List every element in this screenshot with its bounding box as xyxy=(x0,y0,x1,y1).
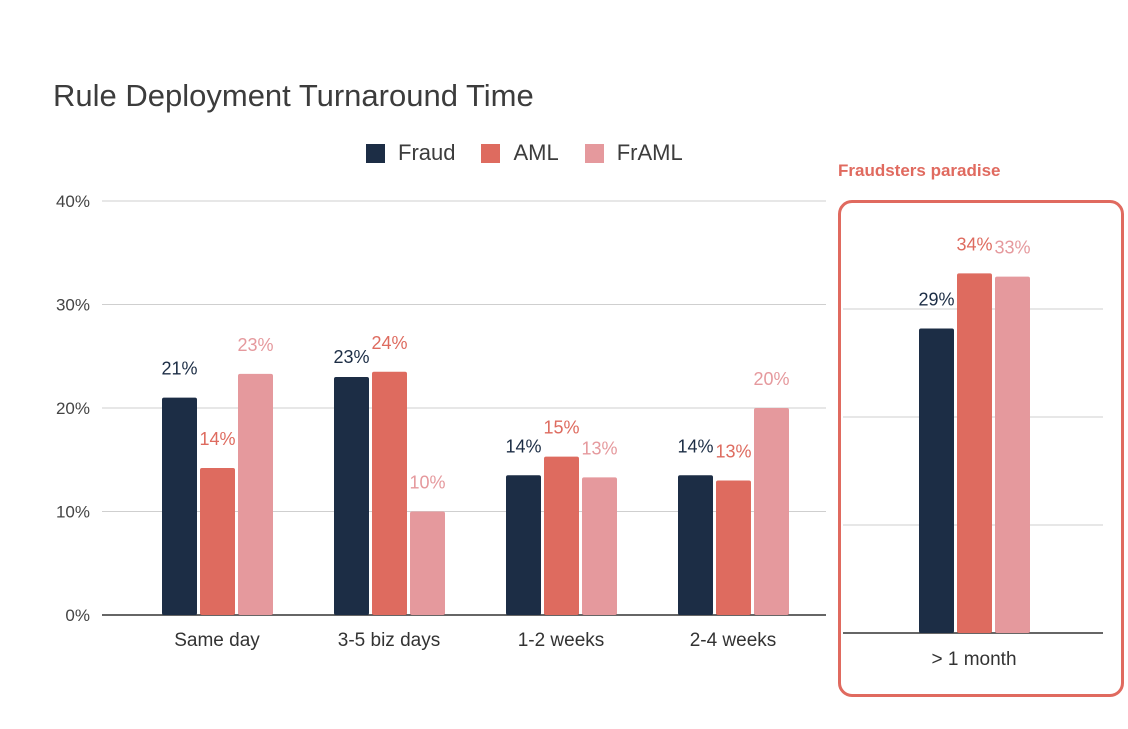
bar-aml xyxy=(372,371,407,615)
y-tick-label: 0% xyxy=(65,606,90,625)
data-label: 23% xyxy=(237,335,273,355)
data-label: 20% xyxy=(753,369,789,389)
legend-item-framl: FrAML xyxy=(584,140,683,166)
bar-aml xyxy=(200,468,235,615)
legend-swatch-fraud xyxy=(366,143,385,163)
data-label: 14% xyxy=(677,436,713,456)
callout-label: Fraudsters paradise xyxy=(838,161,1001,180)
x-tick-label: > 1 month xyxy=(931,649,1016,670)
bar-aml xyxy=(544,456,579,615)
data-label: 13% xyxy=(715,441,751,461)
data-label: 24% xyxy=(371,333,407,353)
bar-aml xyxy=(957,273,992,633)
legend-swatch-aml xyxy=(481,143,501,163)
legend-label-fraud: Fraud xyxy=(398,140,456,165)
bar-fraud xyxy=(678,475,713,615)
data-label: 21% xyxy=(161,359,197,379)
bar-fraud xyxy=(919,328,954,633)
bar-framl xyxy=(754,408,789,615)
y-tick-label: 10% xyxy=(56,503,90,522)
data-label: 14% xyxy=(505,436,541,456)
data-label: 15% xyxy=(543,418,579,438)
data-label: 33% xyxy=(994,238,1030,258)
data-label: 14% xyxy=(199,429,235,449)
data-label: 23% xyxy=(333,347,369,367)
bar-framl xyxy=(238,373,273,615)
bar-framl xyxy=(410,511,445,615)
x-tick-label: 2-4 weeks xyxy=(690,630,777,651)
data-label: 10% xyxy=(409,473,445,493)
legend-swatch-framl xyxy=(584,143,604,163)
y-tick-label: 20% xyxy=(56,399,90,418)
legend-item-aml: AML xyxy=(481,140,559,166)
bar-fraud xyxy=(162,397,197,615)
x-tick-label: 3-5 biz days xyxy=(338,630,440,651)
chart-title: Rule Deployment Turnaround Time xyxy=(53,78,534,113)
bar-framl xyxy=(582,477,617,615)
x-tick-label: Same day xyxy=(174,630,260,651)
data-label: 13% xyxy=(581,438,617,458)
y-tick-label: 40% xyxy=(56,192,90,211)
legend: Fraud AML FrAML xyxy=(366,140,709,166)
legend-label-framl: FrAML xyxy=(616,140,683,165)
data-label: 29% xyxy=(918,289,954,309)
x-tick-label: 1-2 weeks xyxy=(518,630,605,651)
bar-fraud xyxy=(506,475,541,615)
bar-fraud xyxy=(334,376,369,615)
bar-aml xyxy=(716,480,751,615)
legend-item-fraud: Fraud xyxy=(366,140,455,166)
y-tick-label: 30% xyxy=(56,296,90,315)
bar-framl xyxy=(995,276,1030,633)
legend-label-aml: AML xyxy=(513,140,559,165)
data-label: 34% xyxy=(956,234,992,254)
